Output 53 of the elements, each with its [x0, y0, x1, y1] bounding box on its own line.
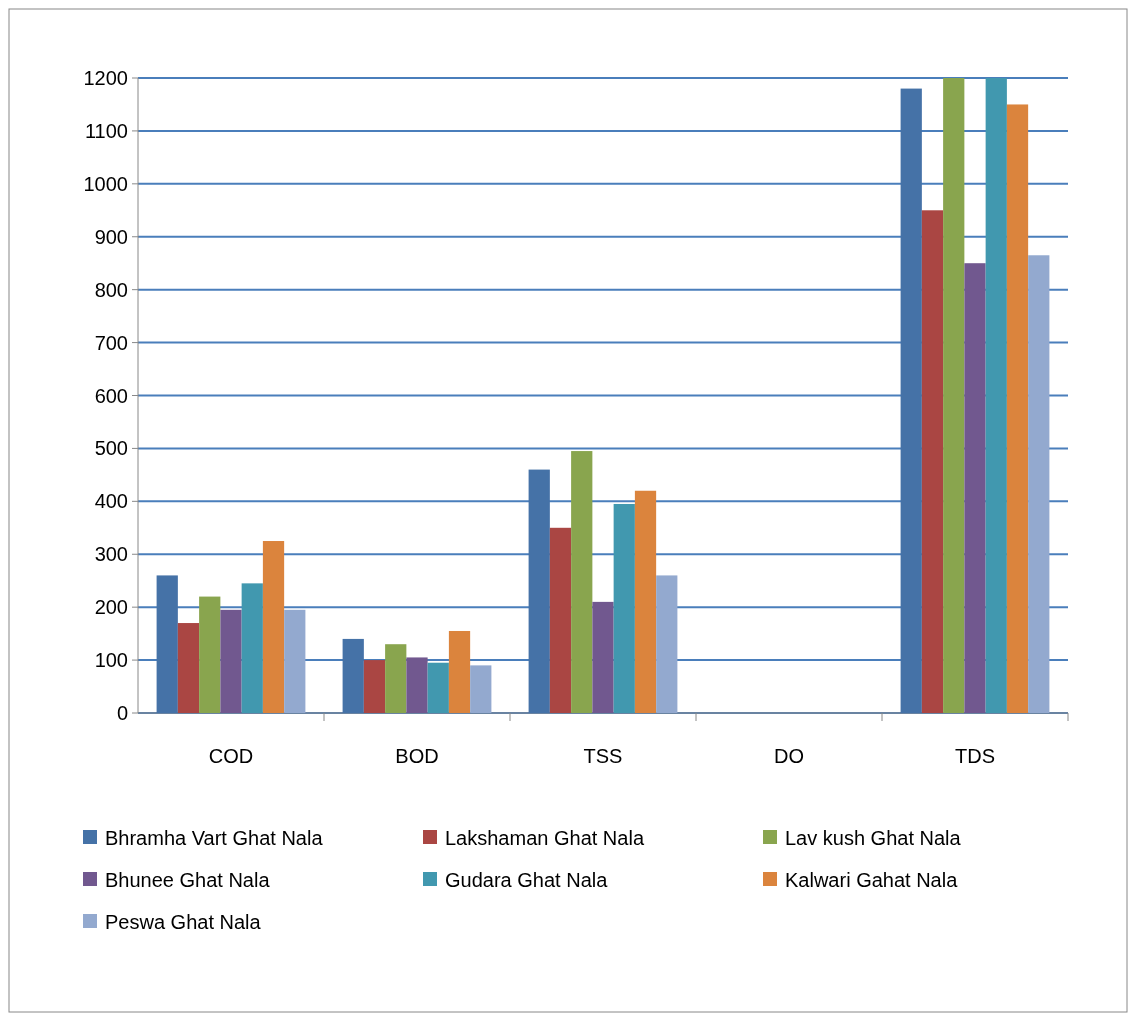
bar — [199, 596, 221, 713]
y-tick-label: 900 — [94, 225, 128, 248]
bar — [177, 623, 200, 713]
bar — [427, 662, 449, 713]
x-tick-label: TDS — [955, 745, 995, 767]
x-tick-label: TSS — [583, 745, 623, 767]
legend-label: Kalwari Gahat Nala — [785, 869, 959, 891]
y-tick-label: 700 — [94, 331, 128, 354]
bar — [470, 665, 492, 713]
bar — [549, 527, 572, 713]
bar — [634, 490, 657, 713]
legend-label: Bhunee Ghat Nala — [105, 869, 271, 891]
y-tick-label: 800 — [94, 278, 128, 301]
y-tick-label: 0 — [116, 702, 128, 724]
y-tick-label: 1000 — [83, 172, 128, 195]
bar — [943, 78, 965, 713]
y-tick-label: 200 — [94, 596, 128, 619]
x-tick-label: BOD — [395, 745, 439, 767]
bar — [220, 609, 242, 713]
bar — [406, 657, 428, 713]
legend-label: Peswa Ghat Nala — [105, 911, 262, 933]
legend-label: Lav kush Ghat Nala — [785, 827, 962, 849]
bar — [900, 88, 922, 713]
bar — [262, 541, 285, 713]
bar — [613, 503, 635, 713]
legend-label: Bhramha Vart Ghat Nala — [105, 827, 324, 849]
y-tick-label: 500 — [94, 437, 128, 460]
legend-label: Lakshaman Ghat Nala — [445, 827, 645, 849]
x-tick-label: DO — [774, 745, 804, 767]
bar — [156, 575, 178, 713]
bar — [1028, 255, 1050, 713]
bar — [921, 210, 944, 713]
bar — [385, 644, 407, 713]
bar — [284, 609, 306, 713]
bar — [571, 451, 593, 713]
y-tick-label: 300 — [94, 543, 128, 566]
y-tick-label: 1100 — [84, 119, 128, 142]
bar — [985, 78, 1007, 713]
bar — [1006, 104, 1029, 713]
bar — [656, 575, 678, 713]
bar — [592, 601, 614, 713]
y-tick-label: 400 — [94, 490, 128, 513]
bar — [964, 263, 986, 713]
bar — [342, 638, 364, 713]
bar — [363, 660, 386, 713]
y-tick-label: 600 — [94, 384, 128, 407]
x-tick-label: COD — [208, 745, 254, 767]
bar — [528, 469, 550, 713]
legend-label: Gudara Ghat Nala — [445, 869, 609, 891]
y-tick-label: 1200 — [83, 67, 128, 89]
bar — [241, 583, 263, 713]
y-tick-label: 100 — [94, 649, 128, 672]
bar — [448, 630, 471, 713]
